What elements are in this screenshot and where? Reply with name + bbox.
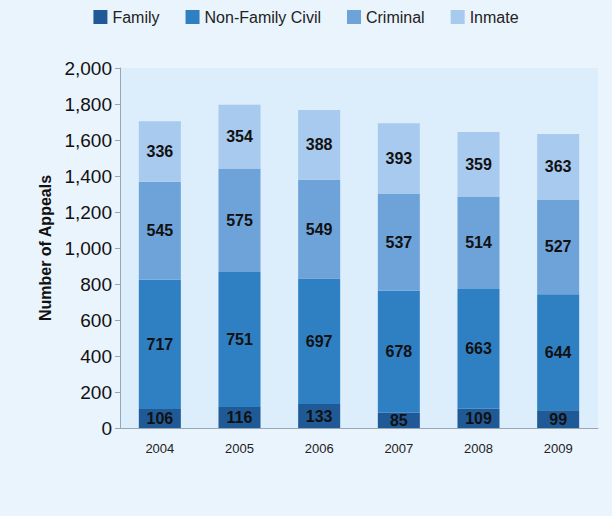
svg-text:106: 106: [146, 410, 173, 427]
svg-text:388: 388: [306, 136, 333, 153]
svg-text:Criminal: Criminal: [366, 9, 425, 26]
svg-text:2006: 2006: [305, 441, 334, 456]
svg-text:Number of Appeals: Number of Appeals: [37, 175, 54, 321]
svg-text:600: 600: [80, 310, 112, 331]
svg-text:514: 514: [465, 234, 492, 251]
svg-text:354: 354: [226, 128, 253, 145]
svg-text:359: 359: [465, 156, 492, 173]
svg-text:2005: 2005: [225, 441, 254, 456]
svg-text:116: 116: [227, 409, 253, 426]
svg-text:363: 363: [545, 158, 572, 175]
svg-text:549: 549: [306, 221, 333, 238]
svg-text:751: 751: [226, 331, 253, 348]
svg-text:717: 717: [146, 336, 173, 353]
svg-text:1,000: 1,000: [64, 238, 112, 259]
svg-text:2004: 2004: [145, 441, 174, 456]
svg-text:663: 663: [465, 340, 492, 357]
svg-text:0: 0: [101, 418, 112, 439]
svg-text:Family: Family: [112, 9, 159, 26]
svg-text:575: 575: [226, 212, 253, 229]
svg-text:2007: 2007: [384, 441, 413, 456]
svg-text:99: 99: [549, 411, 567, 428]
svg-text:678: 678: [385, 343, 412, 360]
svg-text:109: 109: [465, 410, 492, 427]
svg-text:133: 133: [306, 408, 333, 425]
svg-text:527: 527: [545, 238, 572, 255]
svg-text:Inmate: Inmate: [470, 9, 519, 26]
svg-text:393: 393: [385, 150, 412, 167]
svg-text:1,200: 1,200: [64, 202, 112, 223]
svg-text:400: 400: [80, 346, 112, 367]
svg-text:336: 336: [146, 143, 173, 160]
svg-text:2,000: 2,000: [64, 58, 112, 79]
svg-text:537: 537: [385, 234, 412, 251]
svg-text:800: 800: [80, 274, 112, 295]
svg-text:200: 200: [80, 382, 112, 403]
svg-text:1,600: 1,600: [64, 130, 112, 151]
svg-text:545: 545: [146, 222, 173, 239]
svg-text:1,400: 1,400: [64, 166, 112, 187]
svg-text:Non-Family Civil: Non-Family Civil: [205, 9, 321, 26]
svg-text:697: 697: [306, 333, 333, 350]
svg-text:1,800: 1,800: [64, 94, 112, 115]
svg-text:85: 85: [390, 412, 408, 429]
svg-text:2009: 2009: [544, 441, 573, 456]
svg-text:644: 644: [545, 344, 572, 361]
svg-text:2008: 2008: [464, 441, 493, 456]
